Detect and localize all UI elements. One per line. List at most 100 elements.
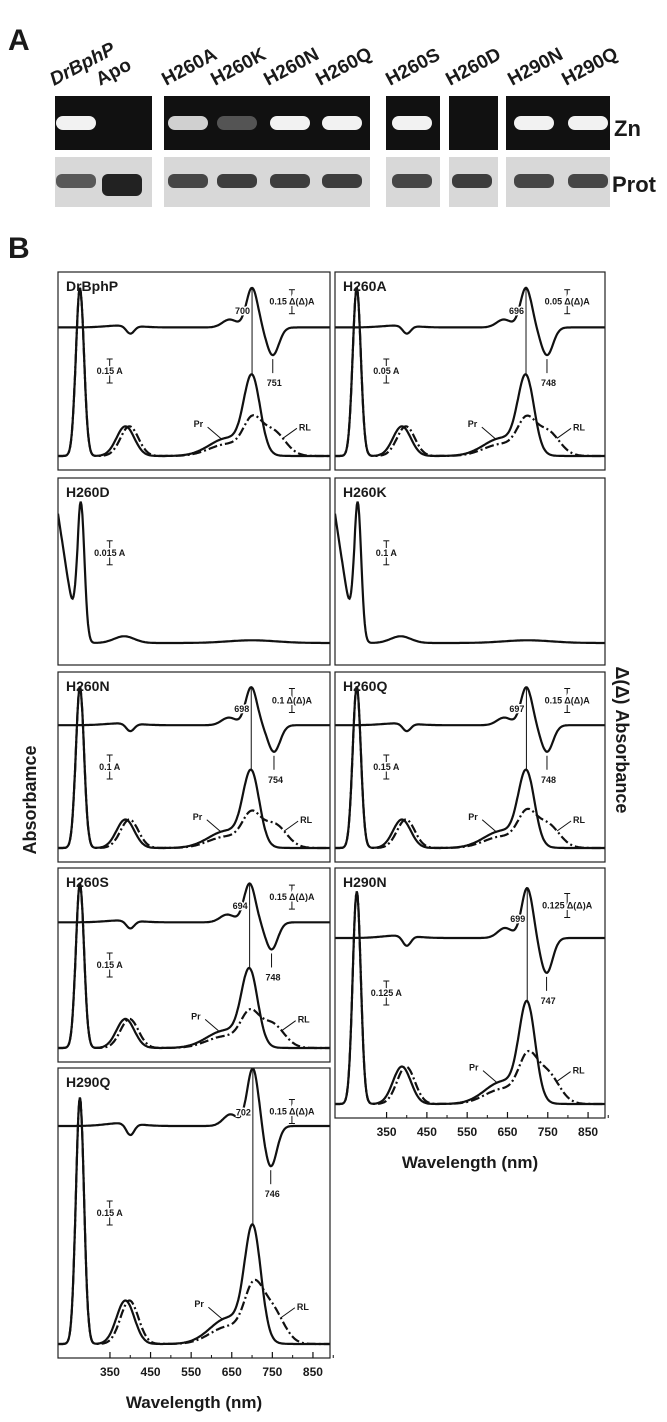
pr-label: Pr [191,1011,201,1021]
zn-band [514,116,554,130]
scale-label: 0.1 Δ(Δ)A [272,696,313,706]
lane-label: H260D [442,44,504,90]
scale-label: 0.15 A [97,366,124,376]
rl-label: RL [299,422,311,432]
panel-title: H260Q [343,678,387,694]
pr-pointer [208,427,222,439]
rl-label: RL [297,1302,309,1312]
prot-band [56,174,96,188]
rl-pointer [557,821,571,831]
scale-label: 0.15 Δ(Δ)A [269,297,315,307]
rl-pointer [557,1072,571,1082]
y-axis-label: Absorbamce [20,745,40,854]
prot-band [102,174,142,196]
rl-label: RL [573,1066,585,1076]
panel-title: H260S [66,874,109,890]
peak-label: 699 [510,914,525,924]
panel-frame [58,478,330,665]
scale-label: 0.15 Δ(Δ)A [269,892,315,902]
prot-band [270,174,310,188]
trough-label: 747 [541,996,556,1006]
prot-band [514,174,554,188]
panel-title: DrBphP [66,278,118,294]
pr-pointer [482,427,496,439]
lane-label: H260Q [312,44,375,91]
rl-label: RL [573,422,585,432]
x-tick-label: 850 [578,1125,598,1139]
x-axis-label: Wavelength (nm) [402,1153,538,1172]
prot-band [168,174,208,188]
pr-label: Pr [468,812,478,822]
scale-label: 0.125 A [371,988,403,998]
zn-band [168,116,208,130]
lane-label: H260K [207,44,269,90]
x-tick-label: 450 [417,1125,437,1139]
x-tick-label: 750 [262,1365,282,1379]
zn-band [217,116,257,130]
y-axis-label-right: Δ(Δ) Absorbance [612,667,632,814]
rl-label: RL [298,1015,310,1025]
zn-band [270,116,310,130]
prot-band [217,174,257,188]
x-tick-label: 650 [497,1125,517,1139]
zn-band [568,116,608,130]
pr-label: Pr [193,812,203,822]
panel-title: H260N [66,678,110,694]
panel-title: H260K [343,484,387,500]
x-tick-label: 450 [141,1365,161,1379]
peak-label: 697 [509,704,524,714]
prot-band [392,174,432,188]
pr-label: Pr [194,1299,204,1309]
peak-label: 698 [234,704,249,714]
trough-label: 748 [541,775,556,785]
x-tick-label: 550 [457,1125,477,1139]
row-label: Zn [614,116,641,141]
scale-label: 0.15 A [97,1208,124,1218]
trough-label: 748 [541,378,556,388]
rl-pointer [283,428,297,438]
scale-label: 0.015 A [94,548,126,558]
panel-frame [335,478,605,665]
scale-label: 0.15 A [373,762,400,772]
rl-pointer [284,821,298,831]
prot-band [568,174,608,188]
x-tick-label: 550 [181,1365,201,1379]
prot-band [322,174,362,188]
plot [58,502,330,643]
zn-band [322,116,362,130]
rl-pointer [281,1308,295,1318]
panel-title: H260A [343,278,387,294]
x-axis-label: Wavelength (nm) [126,1393,262,1412]
panel-label: A [8,24,30,57]
peak-label: 700 [235,306,250,316]
pr-label: Pr [468,419,478,429]
panel-title: H290N [343,874,387,890]
x-tick-label: 350 [100,1365,120,1379]
pr-label: Pr [469,1063,479,1073]
lane-label: H290N [504,44,566,90]
rl-label: RL [300,815,312,825]
rl-pointer [557,428,571,438]
figure: ADrBphPApoH260AH260KH260NH260QH260SH260D… [0,0,667,1422]
scale-label: 0.15 Δ(Δ)A [545,696,591,706]
scale-label: 0.15 A [97,960,124,970]
trough-label: 754 [268,775,283,785]
lane-label: H260A [158,44,220,90]
peak-label: 702 [236,1107,251,1117]
pr-pointer [207,820,221,832]
lane-label: H260S [382,45,443,91]
rl-pointer [282,1021,296,1031]
peak-label: 694 [233,901,248,911]
pr-pointer [205,1019,219,1031]
zn-band [56,116,96,130]
pr-label: Pr [194,419,204,429]
x-tick-label: 350 [377,1125,397,1139]
panel-label: B [8,232,30,265]
scale-label: 0.05 Δ(Δ)A [545,297,591,307]
scale-label: 0.15 Δ(Δ)A [269,1107,315,1117]
plot [335,502,605,643]
prot-band [452,174,492,188]
pr-pointer [482,820,496,832]
x-tick-label: 850 [303,1365,323,1379]
zn-gel [449,96,498,150]
